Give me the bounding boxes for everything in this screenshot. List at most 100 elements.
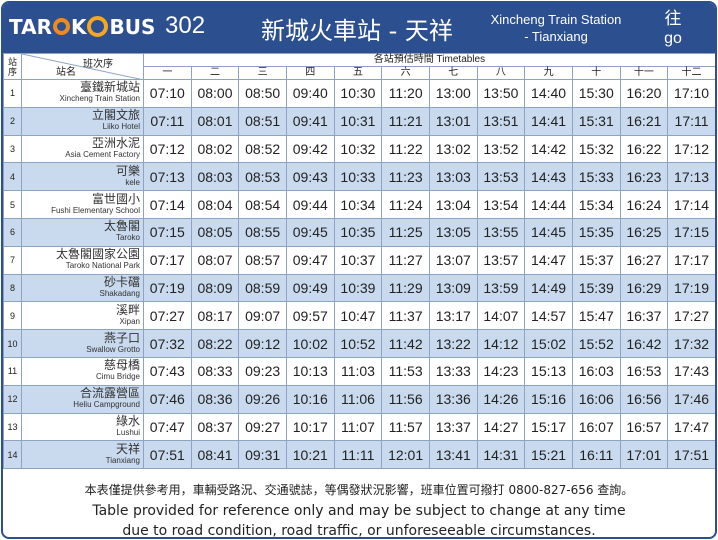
- stop-name-cell: 燕子口 Swallow Grotto: [21, 329, 144, 358]
- stop-name-zh: 砂卡礑: [103, 274, 140, 289]
- disclaimer-en: Table provided for reference only and ma…: [3, 501, 715, 537]
- departure-time: 15:37: [571, 245, 621, 275]
- disclaimer-zh: 本表僅提供參考用，車輛受路況、交通號誌，等偶發狀況影響，班車位置可撥打 0800…: [84, 483, 634, 497]
- table-row: 8 砂卡礑 Shakadang 07:19 08:09 08:59 09:49 10:39 11…: [3, 273, 715, 303]
- stop-name-en: Lushui: [116, 427, 140, 437]
- departure-time: 16:11: [571, 440, 621, 470]
- departure-time: 11:11: [333, 440, 383, 470]
- stop-index: 6: [3, 217, 22, 247]
- corner-diagonal-line: [22, 54, 144, 80]
- table-row: 11 慈母橋 Cimu Bridge 07:43 08:33 09:23 10:13 11:0…: [3, 356, 715, 386]
- logo-text-pre: TAR: [9, 15, 52, 39]
- disclaimer-en-line1: Table provided for reference only and ma…: [92, 503, 626, 519]
- departure-time: 17:46: [667, 384, 715, 414]
- stop-index: 4: [3, 162, 22, 192]
- departure-time: 10:39: [333, 273, 383, 303]
- departure-time: 11:23: [381, 162, 430, 192]
- departure-time: 14:43: [524, 162, 573, 192]
- departure-time: 07:15: [143, 217, 192, 247]
- timetables-header: 各站預估時間 Timetables: [143, 53, 715, 67]
- departure-time: 08:22: [190, 329, 240, 358]
- departure-time: 14:31: [476, 440, 526, 470]
- departure-time: 16:21: [619, 106, 669, 136]
- stop-name-zh: 天祥: [115, 441, 140, 456]
- departure-time: 08:33: [190, 356, 240, 386]
- departure-time: 16:42: [619, 329, 669, 358]
- stop-index: 8: [3, 273, 22, 303]
- departure-time: 15:31: [571, 106, 621, 136]
- stop-name-zh: 溪畔: [115, 302, 140, 317]
- departure-time: 15:02: [524, 329, 573, 358]
- timetable: 站序 班次序 站名 各站預估時間 Timetables 一二三四五六七八九十十一…: [3, 53, 715, 470]
- stop-name-header: 站名: [56, 67, 76, 78]
- departure-time: 10:02: [285, 329, 335, 358]
- departure-time: 08:52: [238, 134, 287, 164]
- route-number: 302: [165, 12, 206, 39]
- departure-time: 13:17: [428, 301, 478, 331]
- departure-time: 15:33: [571, 162, 621, 192]
- departure-time: 17:17: [667, 245, 715, 275]
- departure-time: 07:17: [143, 245, 192, 275]
- departure-time: 15:21: [524, 440, 573, 470]
- stop-name-zh: 慈母橋: [103, 358, 140, 373]
- departure-time: 09:43: [285, 162, 335, 192]
- departure-time: 11:06: [333, 384, 383, 414]
- departure-time: 15:30: [571, 79, 621, 108]
- departure-time: 11:56: [381, 384, 430, 414]
- departure-time: 11:03: [333, 356, 383, 386]
- departure-time: 11:57: [381, 412, 430, 442]
- departure-time: 16:53: [619, 356, 669, 386]
- departure-time: 17:14: [667, 190, 715, 219]
- departure-time: 09:47: [285, 245, 335, 275]
- departure-time: 08:00: [190, 79, 240, 108]
- departure-time: 13:04: [428, 190, 478, 219]
- departure-time: 13:01: [428, 106, 478, 136]
- stop-index: 3: [3, 134, 22, 164]
- stop-name-zh: 太魯閣: [103, 219, 140, 234]
- table-row: 10 燕子口 Swallow Grotto 07:32 08:22 09:12 10:02 1…: [3, 329, 715, 358]
- stop-name-en: Xincheng Train Station: [59, 94, 141, 104]
- stop-name-en: Swallow Grotto: [86, 344, 140, 354]
- departure-time: 15:13: [524, 356, 573, 386]
- stop-index: 5: [3, 190, 22, 219]
- departure-time: 16:03: [571, 356, 621, 386]
- departure-time: 08:07: [190, 245, 240, 275]
- logo-text-mid: K: [70, 15, 87, 39]
- trip-number-header: 十一: [619, 66, 669, 80]
- departure-time: 13:22: [428, 329, 478, 358]
- departure-time: 10:30: [333, 79, 383, 108]
- departure-time: 15:39: [571, 273, 621, 303]
- route-title-en: Xincheng Train Station - Tianxiang: [481, 11, 631, 45]
- departure-time: 11:24: [381, 190, 430, 219]
- timetable-body: 1 臺鐵新城站 Xincheng Train Station 07:10 08:00 08…: [3, 79, 715, 470]
- departure-time: 16:23: [619, 162, 669, 192]
- departure-time: 11:42: [381, 329, 430, 358]
- table-row: 13 綠水 Lushui 07:47 08:37 09:27 10:17 11:07 11:57…: [3, 412, 715, 442]
- departure-time: 14:27: [476, 412, 526, 442]
- departure-time: 07:27: [143, 301, 192, 331]
- stop-index: 14: [3, 440, 22, 470]
- departure-time: 16:27: [619, 245, 669, 275]
- stop-name-en: Taroko National Park: [65, 261, 140, 271]
- departure-time: 08:05: [190, 217, 240, 247]
- departure-time: 14:26: [476, 384, 526, 414]
- stop-name-zh: 合流露營區: [79, 386, 140, 401]
- table-row: 4 可樂 kele 07:13 08:03 08:53 09:43 10:33 11:23 13:…: [3, 162, 715, 192]
- departure-time: 16:29: [619, 273, 669, 303]
- departure-time: 16:24: [619, 190, 669, 219]
- stop-name-cell: 溪畔 Xipan: [21, 301, 144, 331]
- departure-time: 07:32: [143, 329, 192, 358]
- departure-time: 16:57: [619, 412, 669, 442]
- departure-time: 14:40: [524, 79, 573, 108]
- departure-time: 10:33: [333, 162, 383, 192]
- departure-time: 08:01: [190, 106, 240, 136]
- stop-index: 12: [3, 384, 22, 414]
- departure-time: 08:04: [190, 190, 240, 219]
- departure-time: 07:13: [143, 162, 192, 192]
- departure-time: 17:11: [667, 106, 715, 136]
- departure-time: 11:27: [381, 245, 430, 275]
- departure-time: 11:53: [381, 356, 430, 386]
- departure-time: 08:09: [190, 273, 240, 303]
- departure-time: 13:55: [476, 217, 526, 247]
